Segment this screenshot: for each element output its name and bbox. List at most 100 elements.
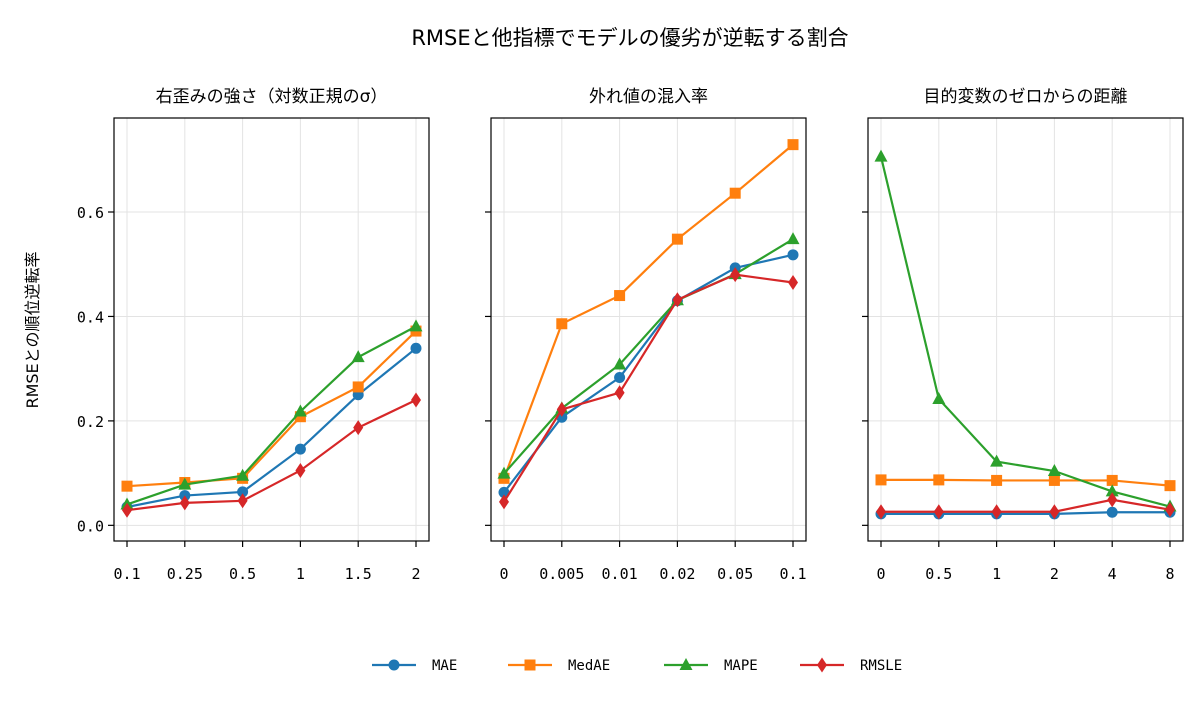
- data-point: [613, 357, 627, 370]
- data-point: [179, 495, 190, 511]
- y-tick-label: 0.0: [77, 517, 104, 535]
- data-point: [729, 187, 741, 199]
- x-tick-label: 2: [1050, 565, 1059, 583]
- x-tick-label: 1.5: [345, 565, 372, 583]
- x-tick-label: 2: [411, 565, 420, 583]
- plot-frame: [113, 117, 430, 542]
- series-line: [881, 478, 1171, 487]
- x-tick-label: 0.05: [717, 565, 753, 583]
- legend-marker: [388, 659, 400, 671]
- y-tick-label: 0.4: [77, 308, 104, 326]
- data-point: [1106, 506, 1118, 518]
- legend-marker: [817, 657, 827, 673]
- data-point: [294, 411, 306, 423]
- series-medae: [498, 139, 799, 484]
- legend-label: MAPE: [724, 658, 758, 674]
- data-point: [672, 292, 683, 308]
- data-point: [498, 486, 510, 498]
- data-point: [556, 318, 568, 330]
- series-line: [126, 399, 417, 512]
- series-line: [503, 253, 794, 494]
- legend-item-medae: MedAE: [508, 658, 610, 674]
- data-point: [1165, 502, 1175, 518]
- data-point: [236, 468, 250, 481]
- series-mape: [120, 319, 423, 510]
- data-point: [874, 149, 888, 162]
- series-medae: [121, 325, 422, 492]
- data-point: [671, 233, 683, 245]
- series-line: [502, 143, 794, 479]
- data-point: [1049, 504, 1060, 520]
- data-point: [787, 139, 799, 151]
- data-point: [121, 480, 133, 492]
- series-rmsle: [876, 492, 1175, 520]
- data-point: [1107, 492, 1118, 508]
- x-tick-label: 0: [499, 565, 508, 583]
- chart-panel-2: 外れ値の混入率 0 0.005 0.01 0.02 0.05 0.1: [485, 87, 807, 583]
- subplot-title: 目的変数のゼロからの距離: [924, 87, 1128, 107]
- x-tick-label: 0.25: [167, 565, 203, 583]
- series-line: [879, 156, 1171, 508]
- x-tick-label: 0.02: [659, 565, 695, 583]
- legend-label: MedAE: [568, 658, 610, 674]
- data-point: [1047, 464, 1061, 477]
- legend-marker: [679, 658, 693, 670]
- x-tick-label: 1: [992, 565, 1001, 583]
- data-point: [294, 443, 306, 455]
- series-line: [881, 511, 1170, 515]
- data-point: [410, 342, 422, 354]
- legend-label: MAE: [432, 658, 457, 674]
- data-point: [787, 249, 799, 261]
- legend-item-rmsle: RMSLE: [800, 657, 902, 674]
- x-tick-label: 0.5: [229, 565, 256, 583]
- y-tick-label: 0.2: [77, 413, 104, 431]
- data-point: [932, 391, 946, 404]
- legend-item-mae: MAE: [372, 658, 457, 674]
- subplot-title: 外れ値の混入率: [589, 87, 708, 107]
- data-point: [237, 486, 249, 498]
- series-line: [881, 498, 1171, 513]
- series-line: [503, 273, 794, 503]
- data-point: [875, 474, 887, 486]
- chart-panel-1: 右歪みの強さ（対数正規のσ） 0.1 0.25 0.5 1 1.5 2 0.0 0.2 0.4 0.…: [77, 87, 430, 583]
- series-line: [126, 330, 417, 488]
- data-point: [409, 319, 423, 332]
- chart-panel-3: 目的変数のゼロからの距離 0 0.5 1 2 4 8: [862, 87, 1184, 583]
- data-point: [788, 275, 798, 290]
- legend-item-mape: MAPE: [664, 658, 758, 674]
- legend-marker: [524, 659, 536, 671]
- figure-title: RMSEと他指標でモデルの優劣が逆転する割合: [411, 26, 848, 50]
- data-point: [933, 504, 944, 520]
- legend: MAE MedAE MAPE RMSLE: [372, 657, 902, 674]
- data-point: [293, 404, 307, 417]
- series-line: [126, 325, 417, 506]
- series-mae: [875, 506, 1176, 520]
- data-point: [1105, 484, 1119, 497]
- data-point: [990, 454, 1004, 467]
- x-tick-label: 0.1: [113, 565, 140, 583]
- x-tick-label: 4: [1108, 565, 1117, 583]
- series-line: [503, 238, 794, 475]
- data-point: [1164, 480, 1176, 492]
- legend-label: RMSLE: [860, 658, 902, 674]
- series-mape: [874, 149, 1177, 512]
- data-point: [497, 466, 511, 479]
- data-point: [122, 502, 132, 518]
- data-point: [786, 232, 800, 245]
- data-point: [614, 372, 626, 384]
- data-point: [933, 474, 945, 486]
- x-tick-label: 0.1: [779, 565, 806, 583]
- data-point: [1106, 474, 1118, 486]
- data-point: [991, 474, 1003, 486]
- data-point: [178, 477, 192, 490]
- data-point: [614, 290, 626, 302]
- y-axis-label: RMSEとの順位逆転率: [23, 251, 42, 408]
- panels: 右歪みの強さ（対数正規のσ） 0.1 0.25 0.5 1 1.5 2 0.0 0.2 0.4 0.…: [77, 87, 1184, 583]
- data-point: [351, 350, 365, 363]
- data-point: [499, 494, 509, 510]
- x-tick-label: 0.01: [602, 565, 638, 583]
- plot-frame: [490, 117, 807, 542]
- data-point: [991, 504, 1002, 520]
- subplot-title: 右歪みの強さ（対数正規のσ）: [156, 87, 388, 107]
